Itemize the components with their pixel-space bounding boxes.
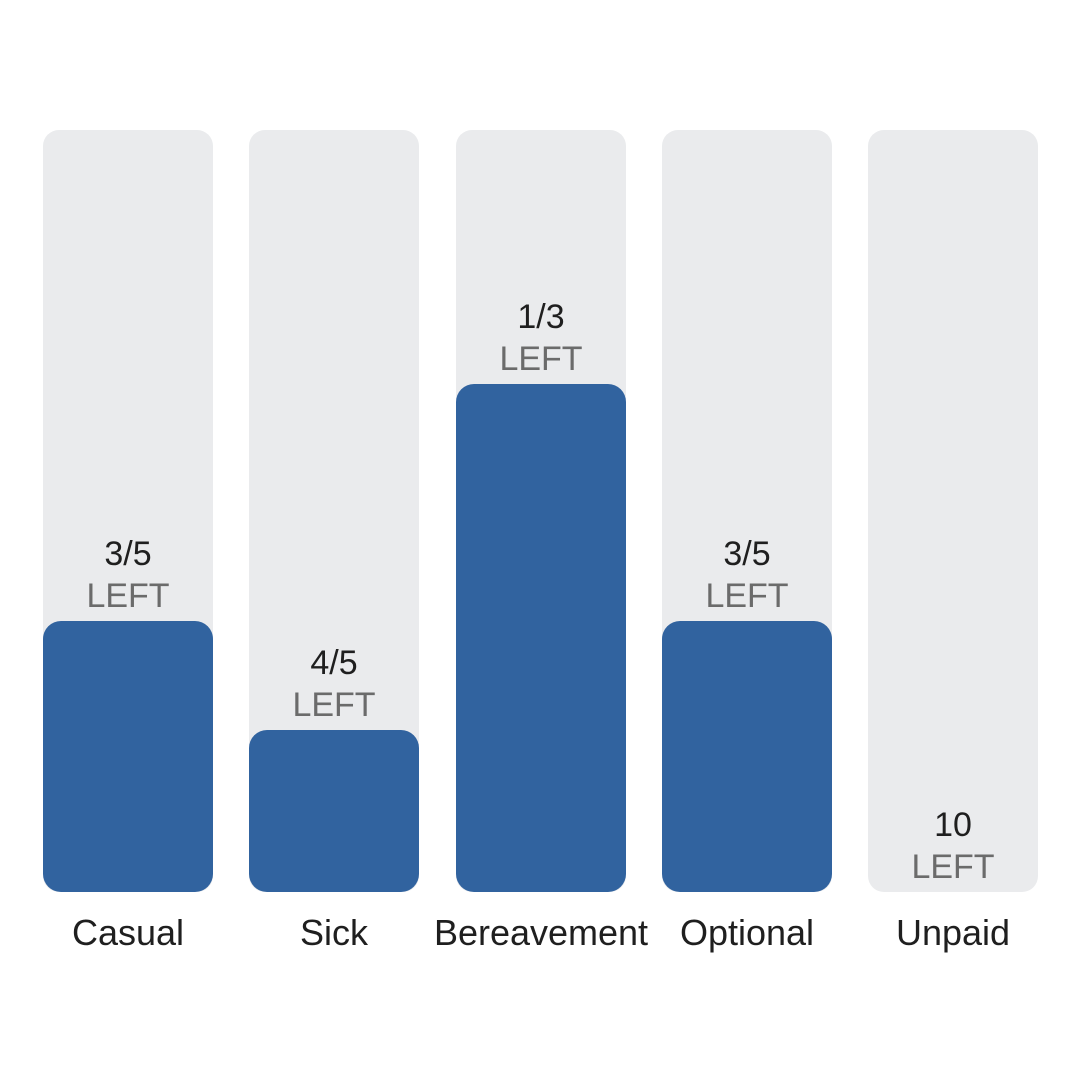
category-label-bereavement: Bereavement <box>433 912 649 953</box>
bar-fill-casual <box>43 621 213 892</box>
category-label-casual: Casual <box>71 912 185 953</box>
bar-column-unpaid: 10 LEFT <box>868 130 1038 892</box>
bar-value-fraction: 10 <box>934 806 972 844</box>
bar-column-sick: 4/5 LEFT <box>249 130 419 892</box>
bar-value-label-bereavement: 1/3 LEFT <box>456 296 626 380</box>
bar-value-unit: LEFT <box>86 577 170 615</box>
bar-value-label-sick: 4/5 LEFT <box>249 642 419 726</box>
bar-fill-bereavement <box>456 384 626 892</box>
bar-track-unpaid <box>868 130 1038 892</box>
bar-value-fraction: 3/5 <box>723 535 771 573</box>
bar-value-unit: LEFT <box>911 848 995 886</box>
bar-value-label-casual: 3/5 LEFT <box>43 533 213 617</box>
bar-column-optional: 3/5 LEFT <box>662 130 832 892</box>
bar-value-fraction: 3/5 <box>104 535 152 573</box>
bar-column-casual: 3/5 LEFT <box>43 130 213 892</box>
bar-value-fraction: 1/3 <box>517 298 565 336</box>
bar-value-label-unpaid: 10 LEFT <box>868 804 1038 888</box>
bar-value-unit: LEFT <box>499 340 583 378</box>
bar-value-unit: LEFT <box>705 577 789 615</box>
bar-value-fraction: 4/5 <box>310 644 358 682</box>
category-label-unpaid: Unpaid <box>895 912 1011 953</box>
bar-column-bereavement: 1/3 LEFT <box>456 130 626 892</box>
category-label-optional: Optional <box>679 912 815 953</box>
bar-fill-sick <box>249 730 419 892</box>
bar-fill-optional <box>662 621 832 892</box>
bar-value-unit: LEFT <box>292 686 376 724</box>
bar-value-label-optional: 3/5 LEFT <box>662 533 832 617</box>
category-label-sick: Sick <box>299 912 368 953</box>
